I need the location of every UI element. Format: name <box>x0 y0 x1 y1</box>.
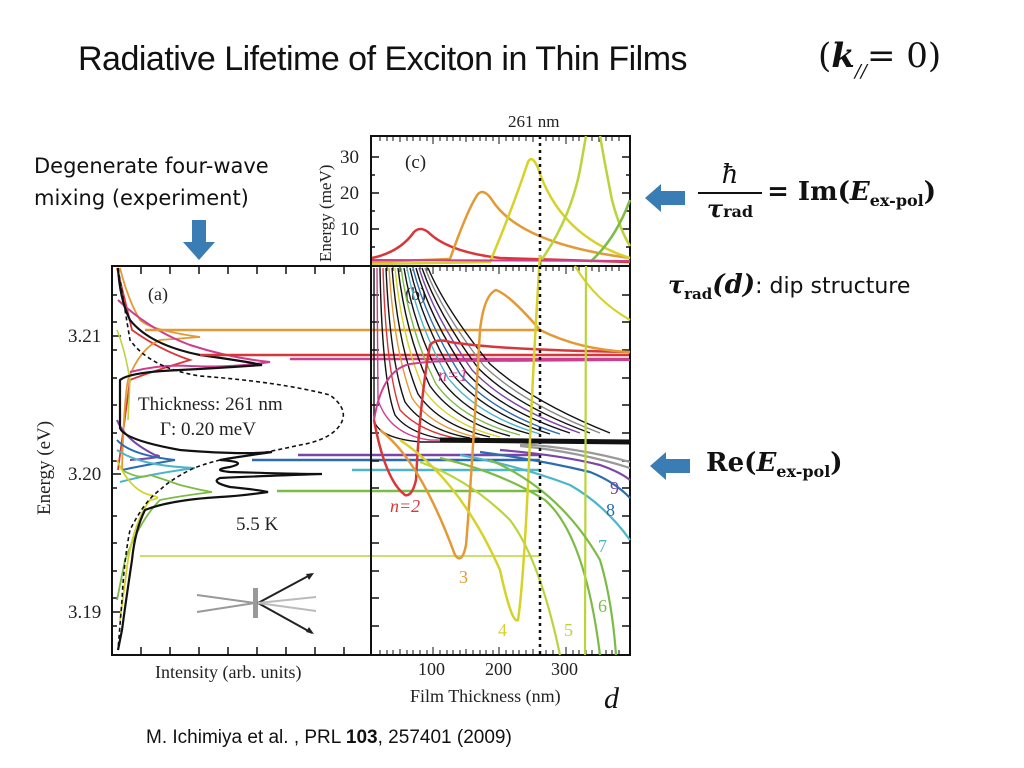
k-equals-zero: = 0) <box>866 36 942 76</box>
hbar-symbol: ħ <box>721 160 739 190</box>
panel-c-title: 261 nm <box>508 112 559 131</box>
mode-label-9: 9 <box>610 478 619 498</box>
panel-c: 261 nm 30 20 10 Energy (meV) (c) <box>316 112 632 267</box>
a-ylabel: Energy (eV) <box>34 421 55 515</box>
gamma-annotation: Γ: 0.20 meV <box>160 419 256 440</box>
citation-volume: 103 <box>345 727 378 748</box>
left-arrow-icon-re <box>650 452 690 480</box>
b-xtick-200: 200 <box>485 659 512 679</box>
re-prefix: Re( <box>706 448 757 478</box>
rad-subscript: rad <box>723 202 754 221</box>
re-suffix: ) <box>830 448 843 478</box>
d-argument: (d) <box>712 270 756 300</box>
im-suffix: ) <box>923 176 937 207</box>
panel-b: 100 200 300 Film Thickness (nm) d (b) <box>370 254 631 715</box>
im-rhs: = Im(Eex-pol) <box>767 176 937 210</box>
mode-label-n2: n=2 <box>390 496 420 516</box>
fraction-bar <box>698 192 762 194</box>
b-xlabel: Film Thickness (nm) <box>410 686 561 707</box>
dfwm-note-line2: mixing (experiment) <box>34 186 249 210</box>
thickness-annotation: Thickness: 261 nm <box>138 394 283 415</box>
tau-symbol: τ <box>706 194 724 223</box>
dfwm-geometry-icon <box>196 573 317 634</box>
c-ytick-10: 10 <box>340 219 359 240</box>
panel-a: 3.21 3.20 3.19 Energy (eV) Intensity (ar… <box>34 265 630 683</box>
E-symbol: E <box>756 448 777 478</box>
equation-im-lifetime: ħ τrad = Im(Eex-pol) <box>698 160 936 223</box>
a-xlabel: Intensity (arb. units) <box>155 662 301 683</box>
dip-structure-text: : dip structure <box>755 274 911 299</box>
c-ytick-20: 20 <box>340 183 359 204</box>
mode-label-4: 4 <box>498 620 507 640</box>
k-symbol: k <box>831 36 855 76</box>
tau-symbol: τ <box>668 270 685 299</box>
temperature-annotation: 5.5 K <box>236 514 279 535</box>
dfwm-note: Degenerate four-wave mixing (experiment) <box>34 150 269 214</box>
citation-authors: M. Ichimiya et al. , PRL <box>146 727 346 748</box>
panel-a-label: (a) <box>148 284 168 305</box>
citation-rest: , 257401 (2009) <box>377 727 512 748</box>
dfwm-note-line1: Degenerate four-wave <box>34 154 269 178</box>
b-xtick-100: 100 <box>418 659 445 679</box>
k-subscript: // <box>854 61 867 82</box>
rad-subscript: rad <box>684 285 713 303</box>
c-ylabel: Energy (meV) <box>316 165 335 262</box>
hbar-over-tau-fraction: ħ τrad <box>698 160 762 223</box>
mode-label-5: 5 <box>564 620 573 640</box>
c-ytick-30: 30 <box>340 147 359 168</box>
E-symbol: E <box>849 176 870 207</box>
a-ytick-320: 3.20 <box>68 464 101 485</box>
citation: M. Ichimiya et al. , PRL 103, 257401 (20… <box>146 727 512 749</box>
a-ytick-321: 3.21 <box>68 326 101 347</box>
equation-re-energy: Re(Eex-pol) <box>706 448 843 481</box>
ex-pol-subscript: ex-pol <box>776 462 831 481</box>
mode-label-8: 8 <box>606 500 615 520</box>
a-ytick-319: 3.19 <box>68 602 101 623</box>
ex-pol-subscript: ex-pol <box>869 190 924 210</box>
mode-label-7: 7 <box>598 536 607 556</box>
mode-label-6: 6 <box>598 596 607 616</box>
panel-c-label: (c) <box>405 152 426 173</box>
slide-title: Radiative Lifetime of Exciton in Thin Fi… <box>78 40 688 78</box>
tau-dip-structure-note: τrad(d): dip structure <box>668 270 911 303</box>
tau-rad-denominator: τrad <box>698 194 762 223</box>
b-xlabel-symbol: d <box>604 682 620 715</box>
im-prefix: = Im( <box>767 176 850 207</box>
mode-label-n1: n=1 <box>438 365 468 385</box>
left-arrow-icon-im <box>645 184 685 212</box>
down-arrow-icon <box>183 220 215 260</box>
mode-label-3: 3 <box>459 567 468 587</box>
title-condition-math: (k//= 0) <box>818 36 942 82</box>
b-xtick-300: 300 <box>551 659 578 679</box>
